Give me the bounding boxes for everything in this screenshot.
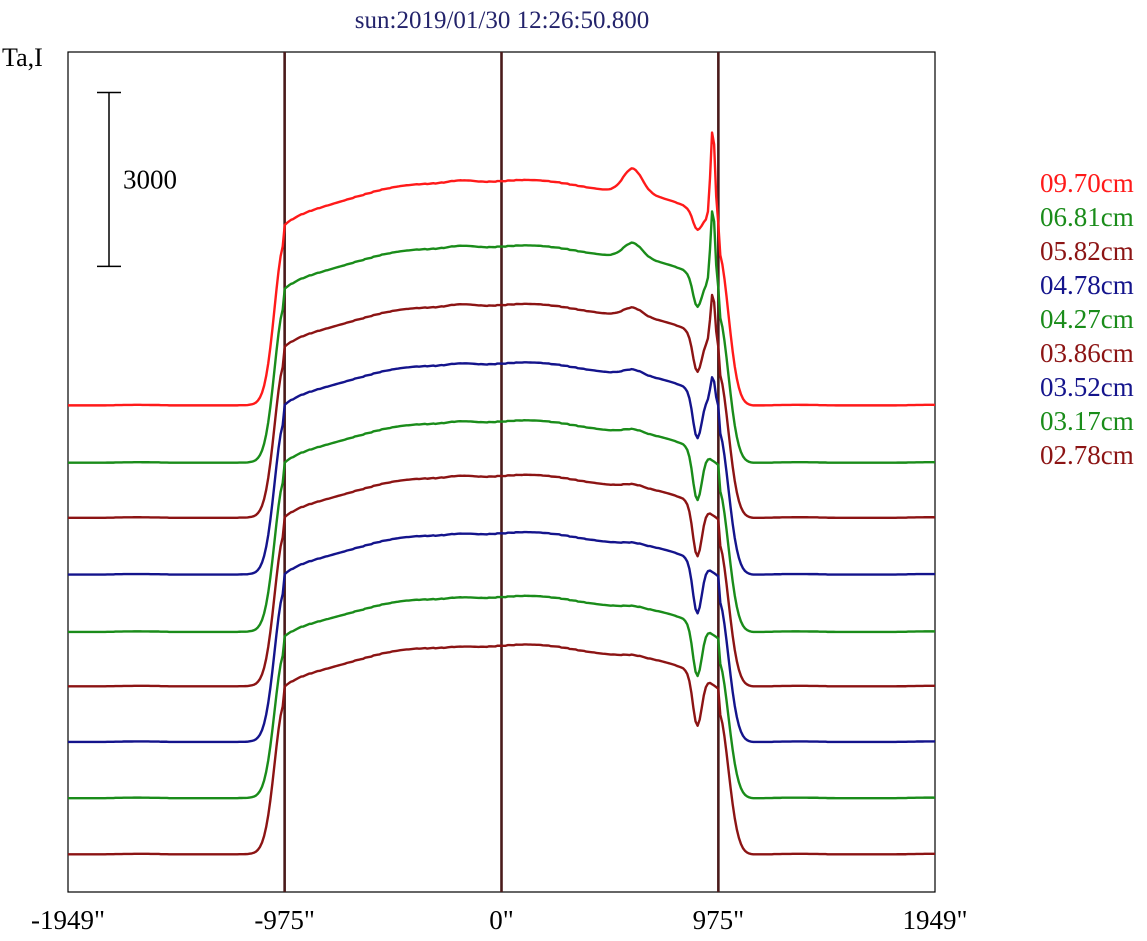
x-tick-label: 0" bbox=[489, 905, 514, 935]
legend-entry: 04.78cm bbox=[1040, 270, 1134, 300]
scale-bar-label: 3000 bbox=[123, 164, 177, 194]
reference-lines bbox=[283, 52, 720, 892]
series-line bbox=[68, 361, 936, 576]
legend-entry: 02.78cm bbox=[1040, 440, 1134, 470]
series-line bbox=[68, 473, 936, 688]
series-line bbox=[68, 419, 936, 634]
series-group bbox=[68, 131, 936, 856]
x-tick-labels: -1949" -975" 0" 975" 1949" bbox=[31, 905, 968, 935]
x-tick-label: -1949" bbox=[31, 905, 105, 935]
legend-entry: 03.86cm bbox=[1040, 338, 1134, 368]
legend: 09.70cm 06.81cm 05.82cm 04.78cm 04.27cm 03.86… bbox=[1040, 168, 1134, 470]
scale-bar: 3000 bbox=[97, 91, 177, 268]
series-line bbox=[68, 210, 936, 464]
series-line bbox=[68, 594, 936, 800]
chart-title: sun:2019/01/30 12:26:50.800 bbox=[355, 7, 649, 34]
legend-entry: 03.17cm bbox=[1040, 406, 1134, 436]
series-line bbox=[68, 293, 936, 519]
legend-entry: 06.81cm bbox=[1040, 202, 1134, 232]
series-line bbox=[68, 643, 936, 856]
x-tick-label: -975" bbox=[254, 905, 315, 935]
legend-entry: 09.70cm bbox=[1040, 168, 1134, 198]
x-tick-label: 975" bbox=[693, 905, 745, 935]
series-line bbox=[68, 131, 936, 407]
x-tick-label: 1949" bbox=[902, 905, 967, 935]
legend-entry: 03.52cm bbox=[1040, 372, 1134, 402]
series-line bbox=[68, 530, 936, 744]
legend-entry: 04.27cm bbox=[1040, 304, 1134, 334]
legend-entry: 05.82cm bbox=[1040, 236, 1134, 266]
y-axis-label: Ta,I bbox=[2, 43, 43, 72]
